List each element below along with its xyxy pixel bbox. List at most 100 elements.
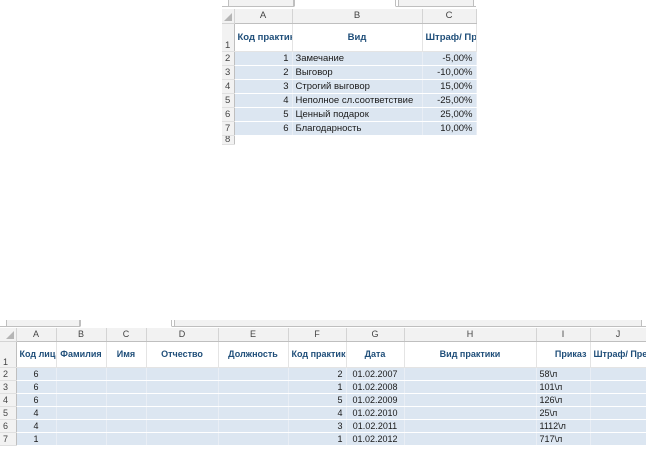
header-cell-code[interactable]: Код практики (234, 23, 293, 52)
row-header[interactable]: 2 (0, 367, 17, 381)
cell-surname[interactable] (56, 406, 107, 420)
cell-patronymic[interactable] (146, 419, 219, 433)
cell-order[interactable]: 58\л (536, 367, 591, 381)
cell-kind[interactable]: Неполное сл.соответствие (292, 93, 423, 108)
cell-value[interactable]: 25,00% (422, 107, 477, 122)
row-header[interactable]: 6 (222, 107, 235, 122)
cell-date[interactable]: 01.02.2010 (346, 406, 405, 420)
cell-position[interactable] (218, 393, 289, 407)
header-cell-surname[interactable]: Фамилия (56, 341, 107, 368)
cell-order[interactable]: 101\л (536, 380, 591, 394)
cell-kind[interactable]: Ценный подарок (292, 107, 423, 122)
cell-surname[interactable] (56, 367, 107, 381)
cell-position[interactable] (218, 419, 289, 433)
cell-practice-code[interactable]: 3 (288, 419, 347, 433)
cell-name[interactable] (106, 393, 147, 407)
header-cell-kind[interactable]: Вид (292, 23, 423, 52)
cell-surname[interactable] (56, 393, 107, 407)
cell-code[interactable]: 2 (234, 65, 293, 80)
cell-person-code[interactable]: 6 (16, 367, 57, 381)
cell-name[interactable] (106, 432, 147, 446)
cell-value[interactable] (590, 380, 646, 394)
cell-code[interactable]: 1 (234, 51, 293, 66)
empty-cell[interactable] (422, 135, 476, 144)
cell-order[interactable]: 25\л (536, 406, 591, 420)
row-header[interactable]: 6 (0, 419, 17, 433)
cell-kind[interactable]: Выговор (292, 65, 423, 80)
cell-position[interactable] (218, 406, 289, 420)
row-header[interactable]: 7 (222, 121, 235, 136)
cell-person-code[interactable]: 1 (16, 432, 57, 446)
column-header[interactable]: C (422, 9, 477, 24)
cell-patronymic[interactable] (146, 432, 219, 446)
column-header[interactable]: E (218, 328, 289, 342)
cell-position[interactable] (218, 380, 289, 394)
cell-surname[interactable] (56, 432, 107, 446)
bottom-sheet-tab-active[interactable] (80, 320, 172, 327)
row-header[interactable]: 5 (0, 406, 17, 420)
cell-name[interactable] (106, 406, 147, 420)
cell-practice-kind[interactable] (404, 380, 537, 394)
column-header[interactable]: B (292, 9, 423, 24)
bottom-sheet-tab[interactable] (174, 320, 642, 327)
cell-person-code[interactable]: 4 (16, 419, 57, 433)
column-header[interactable]: A (234, 9, 293, 24)
cell-name[interactable] (106, 367, 147, 381)
cell-surname[interactable] (56, 380, 107, 394)
row-header[interactable]: 1 (0, 341, 17, 368)
column-header[interactable]: F (288, 328, 347, 342)
cell-order[interactable]: 1112\л (536, 419, 591, 433)
column-header[interactable]: G (346, 328, 405, 342)
header-cell-patronymic[interactable]: Отчество (146, 341, 219, 368)
cell-practice-kind[interactable] (404, 432, 537, 446)
cell-value[interactable]: -25,00% (422, 93, 477, 108)
column-header[interactable]: H (404, 328, 537, 342)
cell-patronymic[interactable] (146, 367, 219, 381)
select-all-corner[interactable] (222, 9, 235, 24)
row-header[interactable]: 8 (222, 135, 235, 145)
header-cell-person-code[interactable]: Код лица (16, 341, 57, 368)
cell-value[interactable]: -5,00% (422, 51, 477, 66)
cell-practice-kind[interactable] (404, 419, 537, 433)
cell-code[interactable]: 3 (234, 79, 293, 94)
cell-kind[interactable]: Строгий выговор (292, 79, 423, 94)
column-header[interactable]: A (16, 328, 57, 342)
cell-name[interactable] (106, 419, 147, 433)
header-cell-practice-kind[interactable]: Вид практики (404, 341, 537, 368)
cell-value[interactable]: 15,00% (422, 79, 477, 94)
row-header[interactable]: 2 (222, 51, 235, 66)
header-cell-position[interactable]: Должность (218, 341, 289, 368)
cell-order[interactable]: 126\л (536, 393, 591, 407)
cell-kind[interactable]: Замечание (292, 51, 423, 66)
cell-date[interactable]: 01.02.2007 (346, 367, 405, 381)
cell-date[interactable]: 01.02.2012 (346, 432, 405, 446)
row-header[interactable]: 4 (222, 79, 235, 94)
cell-value[interactable]: -10,00% (422, 65, 477, 80)
top-sheet-tab[interactable] (398, 0, 474, 7)
column-header[interactable]: C (106, 328, 147, 342)
cell-patronymic[interactable] (146, 380, 219, 394)
cell-patronymic[interactable] (146, 393, 219, 407)
column-header[interactable]: J (590, 328, 646, 342)
row-header[interactable]: 3 (222, 65, 235, 80)
cell-date[interactable]: 01.02.2009 (346, 393, 405, 407)
cell-code[interactable]: 4 (234, 93, 293, 108)
top-sheet-tab[interactable] (228, 0, 294, 7)
cell-position[interactable] (218, 432, 289, 446)
cell-person-code[interactable]: 4 (16, 406, 57, 420)
row-header[interactable]: 3 (0, 380, 17, 394)
empty-cell[interactable] (292, 135, 422, 144)
cell-name[interactable] (106, 380, 147, 394)
empty-cell[interactable] (234, 135, 292, 144)
cell-person-code[interactable]: 6 (16, 380, 57, 394)
row-header[interactable]: 5 (222, 93, 235, 108)
cell-code[interactable]: 5 (234, 107, 293, 122)
column-header[interactable]: I (536, 328, 591, 342)
cell-surname[interactable] (56, 419, 107, 433)
cell-value[interactable] (590, 367, 646, 381)
top-sheet-tab-active[interactable] (294, 0, 396, 7)
row-header[interactable]: 1 (222, 23, 235, 52)
cell-order[interactable]: 717\л (536, 432, 591, 446)
cell-code[interactable]: 6 (234, 121, 293, 136)
header-cell-name[interactable]: Имя (106, 341, 147, 368)
